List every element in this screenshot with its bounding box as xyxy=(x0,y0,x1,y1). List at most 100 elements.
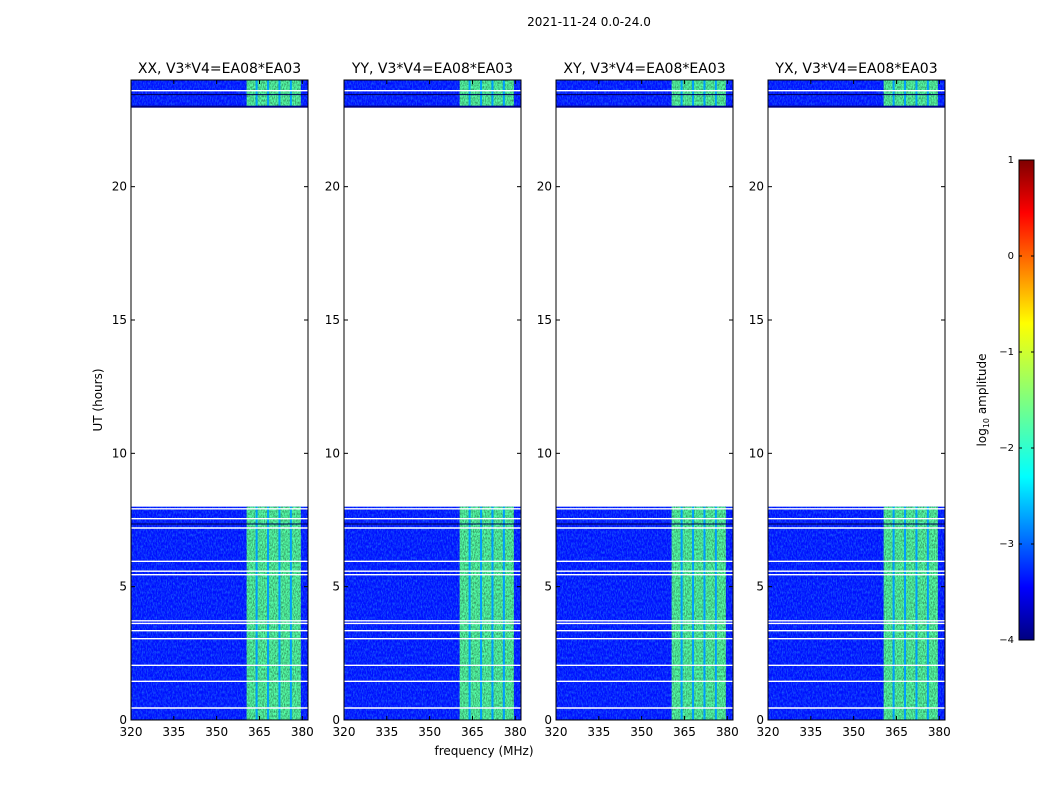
y-tick-label: 0 xyxy=(544,713,552,727)
y-tick-label: 10 xyxy=(749,446,764,460)
figure-suptitle: 2021-11-24 0.0-24.0 xyxy=(527,15,651,29)
panel-title: YY, V3*V4=EA08*EA03 xyxy=(351,61,513,77)
x-tick-label: 350 xyxy=(630,725,653,739)
subband-gap xyxy=(468,80,471,107)
rfi-band-texture xyxy=(883,506,938,720)
subband-gap xyxy=(904,506,907,720)
data-block xyxy=(556,506,733,720)
rfi-band-texture xyxy=(671,506,726,720)
subband-gap xyxy=(692,80,695,107)
x-tick-label: 380 xyxy=(504,725,527,739)
x-tick-label: 350 xyxy=(418,725,441,739)
subband-gap xyxy=(926,506,929,720)
y-tick-label: 20 xyxy=(749,180,764,194)
subband-gap xyxy=(491,80,494,107)
data-block xyxy=(344,506,521,720)
subband-gap xyxy=(491,506,494,720)
x-tick-label: 365 xyxy=(248,725,271,739)
colorbar-tick-label: −4 xyxy=(999,635,1014,646)
subband-gap xyxy=(255,80,258,107)
y-tick-label: 10 xyxy=(112,446,127,460)
y-tick-label: 10 xyxy=(537,446,552,460)
subband-gap xyxy=(502,80,505,107)
y-tick-label: 5 xyxy=(332,580,340,594)
y-tick-label: 5 xyxy=(544,580,552,594)
subband-gap xyxy=(267,80,270,107)
subband-gap xyxy=(892,506,895,720)
subband-gap xyxy=(680,506,683,720)
axes-frame xyxy=(555,79,734,721)
block-edge xyxy=(131,105,308,108)
x-tick-label: 365 xyxy=(461,725,484,739)
subband-gap xyxy=(267,506,270,720)
x-tick-label: 320 xyxy=(545,725,568,739)
subband-gap xyxy=(480,506,483,720)
panel-title: YX, V3*V4=EA08*EA03 xyxy=(774,61,937,77)
panel-yy: 320 335 350 365 380 0 5 10 15 20 YY, V3*V4=EA08*EA… xyxy=(325,61,527,739)
y-tick-label: 0 xyxy=(119,713,127,727)
x-axis-label: frequency (MHz) xyxy=(434,744,533,758)
subband-gap xyxy=(703,506,706,720)
subband-gap xyxy=(502,506,505,720)
x-tick-label: 335 xyxy=(375,725,398,739)
y-tick-label: 20 xyxy=(537,180,552,194)
y-tick-label: 0 xyxy=(756,713,764,727)
panel-title: XY, V3*V4=EA08*EA03 xyxy=(563,61,725,77)
subband-gap xyxy=(915,506,918,720)
x-tick-label: 365 xyxy=(885,725,908,739)
block-edge xyxy=(344,105,521,108)
colorbar-gradient xyxy=(1018,159,1035,641)
x-tick-label: 380 xyxy=(928,725,951,739)
axes-frame xyxy=(343,79,522,721)
colorbar-tick-label: −2 xyxy=(999,443,1014,454)
data-block xyxy=(556,80,733,107)
subband-gap xyxy=(468,506,471,720)
colorbar-tick-label: 0 xyxy=(1008,251,1014,262)
subband-gap xyxy=(926,80,929,107)
colorbar-tick-label: −3 xyxy=(999,539,1014,550)
rfi-band-texture xyxy=(883,80,938,107)
data-block xyxy=(131,80,308,107)
y-tick-label: 15 xyxy=(112,313,127,327)
y-axis-label: UT (hours) xyxy=(91,368,105,431)
x-tick-label: 335 xyxy=(587,725,610,739)
panel-xx: 320 335 350 365 380 0 5 10 15 20 XX, V3*V4=EA08*EA… xyxy=(112,61,314,739)
data-block xyxy=(768,80,945,107)
colorbar-label: log10 amplitude xyxy=(975,354,991,447)
x-tick-label: 320 xyxy=(757,725,780,739)
subband-gap xyxy=(480,80,483,107)
axes-frame xyxy=(130,79,309,721)
x-tick-label: 335 xyxy=(799,725,822,739)
subband-gap xyxy=(892,80,895,107)
y-tick-label: 20 xyxy=(112,180,127,194)
subband-gap xyxy=(915,80,918,107)
x-tick-label: 380 xyxy=(716,725,739,739)
subband-gap xyxy=(680,80,683,107)
rfi-band-texture xyxy=(459,506,514,720)
subband-gap xyxy=(692,506,695,720)
y-tick-label: 15 xyxy=(325,313,340,327)
x-tick-label: 350 xyxy=(205,725,228,739)
x-tick-label: 320 xyxy=(120,725,143,739)
x-tick-label: 320 xyxy=(333,725,356,739)
x-tick-label: 335 xyxy=(162,725,185,739)
x-tick-label: 380 xyxy=(291,725,314,739)
axes-frame xyxy=(767,79,946,721)
rfi-band-texture xyxy=(459,80,514,107)
y-tick-label: 5 xyxy=(756,580,764,594)
subband-gap xyxy=(289,80,292,107)
rfi-band-texture xyxy=(671,80,726,107)
colorbar-tick-label: −1 xyxy=(999,347,1014,358)
subband-gap xyxy=(278,80,281,107)
subband-gap xyxy=(904,80,907,107)
subband-gap xyxy=(703,80,706,107)
x-tick-label: 350 xyxy=(842,725,865,739)
y-tick-label: 20 xyxy=(325,180,340,194)
block-edge xyxy=(556,105,733,108)
data-block xyxy=(768,506,945,720)
colorbar: 1 0 −1 −2 −3 −4 log10 amplitude xyxy=(975,155,1035,646)
y-tick-label: 15 xyxy=(537,313,552,327)
subband-gap xyxy=(714,506,717,720)
colorbar-tick-label: 1 xyxy=(1008,155,1014,166)
